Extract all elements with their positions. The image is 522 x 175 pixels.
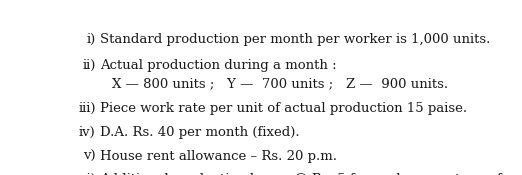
Text: i): i)	[86, 33, 96, 46]
Text: ii): ii)	[82, 59, 96, 72]
Text: iv): iv)	[79, 126, 96, 139]
Text: Piece work rate per unit of actual production 15 paise.: Piece work rate per unit of actual produ…	[100, 102, 467, 115]
Text: House rent allowance – Rs. 20 p.m.: House rent allowance – Rs. 20 p.m.	[100, 150, 337, 163]
Text: X — 800 units ;   Y —  700 units ;   Z —  900 units.: X — 800 units ; Y — 700 units ; Z — 900 …	[112, 77, 448, 90]
Text: iii): iii)	[78, 102, 96, 115]
Text: D.A. Rs. 40 per month (fixed).: D.A. Rs. 40 per month (fixed).	[100, 126, 299, 139]
Text: Actual production during a month :: Actual production during a month :	[100, 59, 336, 72]
Text: Additional production bonus @ Rs. 5 for each percentage of actual production: Additional production bonus @ Rs. 5 for …	[100, 173, 522, 175]
Text: v): v)	[83, 150, 96, 163]
Text: vi): vi)	[79, 173, 96, 175]
Text: Standard production per month per worker is 1,000 units.: Standard production per month per worker…	[100, 33, 490, 46]
